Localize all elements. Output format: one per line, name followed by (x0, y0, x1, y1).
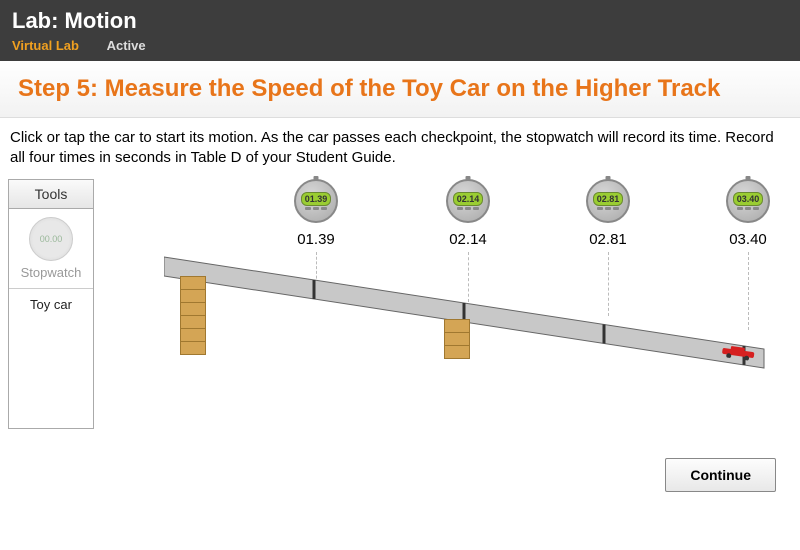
stopwatch-time-label: 01.39 (294, 231, 338, 248)
tool-toycar[interactable]: Toy car (9, 288, 93, 320)
tools-panel: Tools 00.00 Stopwatch Toy car (8, 179, 94, 429)
header: Lab: Motion Virtual Lab Active (0, 0, 800, 61)
stopwatch-time-label: 02.14 (446, 231, 490, 248)
simulation-area: 01.39 01.39 02.14 02.14 02.81 02.81 03.40 03.40 (94, 179, 792, 429)
header-tabs: Virtual Lab Active (12, 38, 788, 53)
step-title: Step 5: Measure the Speed of the Toy Car… (18, 75, 782, 103)
stopwatch-face-icon: 03.40 (726, 179, 770, 223)
tool-stopwatch-label: Stopwatch (21, 265, 82, 280)
stopwatch-display: 03.40 (733, 192, 764, 206)
lab-area: Tools 00.00 Stopwatch Toy car 01.3901.39… (8, 179, 792, 429)
stopwatch-time-label: 02.81 (586, 231, 630, 248)
ramp-container (164, 249, 774, 379)
ramp-support-left (180, 276, 206, 354)
stopwatch-face-icon: 02.81 (586, 179, 630, 223)
step-banner: Step 5: Measure the Speed of the Toy Car… (0, 61, 800, 118)
stopwatch-display: 01.39 (301, 192, 332, 206)
stopwatch-time-label: 03.40 (726, 231, 770, 248)
ramp-support-mid (444, 319, 470, 358)
tool-stopwatch[interactable]: 00.00 Stopwatch (9, 209, 93, 288)
tab-active-status: Active (107, 38, 146, 53)
page-title: Lab: Motion (12, 8, 788, 34)
continue-button[interactable]: Continue (665, 458, 776, 492)
stopwatch-face-icon: 02.14 (446, 179, 490, 223)
tab-virtual-lab[interactable]: Virtual Lab (12, 38, 79, 53)
stopwatch-mini-icon: 00.00 (29, 217, 73, 261)
stopwatch-face-icon: 01.39 (294, 179, 338, 223)
instructions-text: Click or tap the car to start its motion… (0, 118, 800, 179)
tool-toycar-label: Toy car (30, 297, 72, 312)
tools-header: Tools (9, 180, 93, 209)
stopwatch-display: 02.14 (453, 192, 484, 206)
stopwatch-mini-display: 00.00 (40, 234, 63, 244)
stopwatch-display: 02.81 (593, 192, 624, 206)
